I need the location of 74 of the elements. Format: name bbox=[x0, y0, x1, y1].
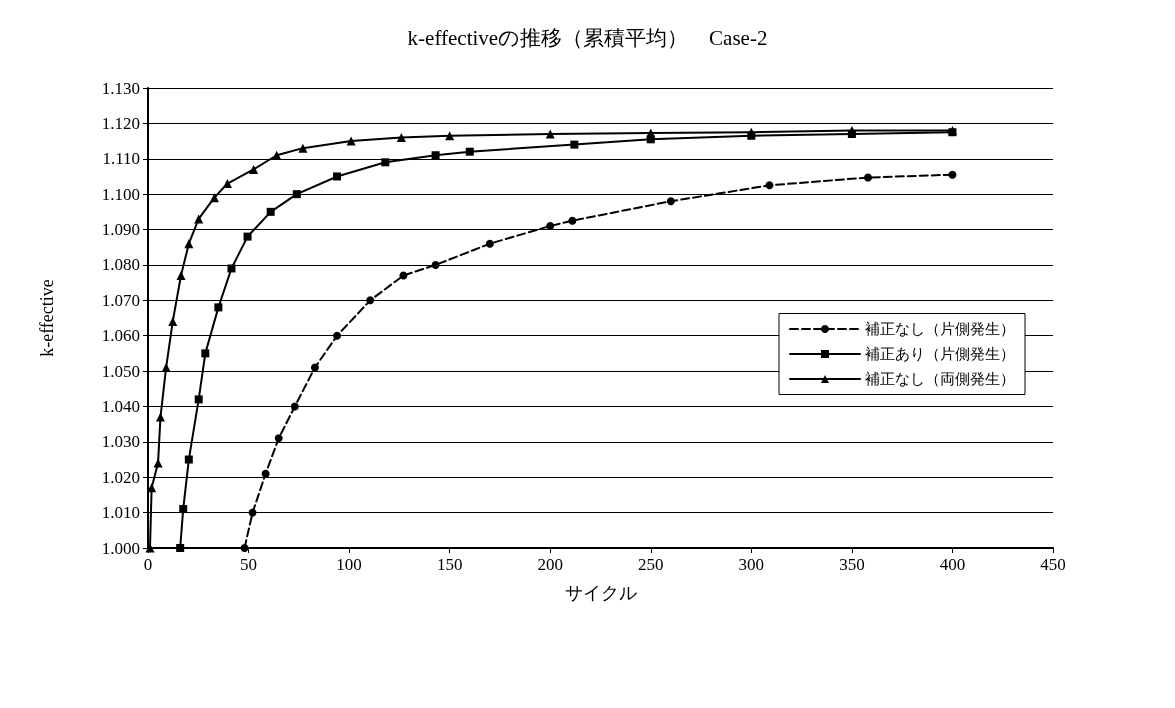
x-tick-label: 0 bbox=[143, 555, 153, 574]
point bbox=[274, 434, 283, 443]
y-tick-label: 1.130 bbox=[101, 78, 140, 98]
x-tick-label: 300 bbox=[738, 555, 765, 574]
y-tick-label: 1.030 bbox=[101, 432, 140, 452]
point bbox=[249, 164, 259, 174]
point bbox=[176, 271, 186, 281]
point bbox=[568, 216, 577, 225]
point bbox=[546, 222, 555, 230]
y-tick-label: 1.020 bbox=[101, 467, 140, 487]
point bbox=[333, 172, 342, 181]
y-tick-label: 1.050 bbox=[101, 361, 140, 381]
x-tick-label: 50 bbox=[240, 555, 258, 574]
y-axis-title: k-effective bbox=[37, 279, 57, 357]
x-tick-label: 450 bbox=[1040, 555, 1066, 574]
y-tick-label: 1.090 bbox=[101, 220, 140, 240]
y-tick-label: 1.000 bbox=[101, 538, 140, 558]
point bbox=[666, 197, 675, 206]
point bbox=[396, 133, 406, 143]
point bbox=[431, 260, 440, 269]
point bbox=[214, 303, 223, 312]
point bbox=[240, 544, 249, 552]
point bbox=[545, 129, 555, 139]
point bbox=[243, 232, 252, 241]
y-tick-label: 1.040 bbox=[101, 396, 140, 416]
y-tick-label: 1.060 bbox=[101, 326, 140, 346]
x-tick-label: 350 bbox=[839, 555, 865, 574]
point bbox=[431, 151, 440, 160]
point bbox=[227, 264, 236, 273]
y-tick-label: 1.080 bbox=[101, 255, 140, 275]
legend-label: 補正あり（片側発生） bbox=[865, 346, 1015, 362]
point bbox=[272, 150, 282, 160]
point bbox=[863, 173, 872, 182]
x-tick-label: 200 bbox=[537, 555, 563, 574]
point bbox=[399, 271, 408, 280]
point bbox=[292, 190, 301, 199]
y-tick-label: 1.010 bbox=[101, 503, 140, 523]
chart-title: k-effectiveの推移（累積平均） Case-2 bbox=[407, 25, 768, 50]
point bbox=[333, 331, 342, 340]
x-tick-label: 150 bbox=[436, 555, 463, 574]
y-tick-label: 1.120 bbox=[101, 113, 140, 133]
point bbox=[310, 363, 319, 372]
x-axis-title: サイクル bbox=[564, 583, 637, 603]
y-tick-label: 1.110 bbox=[102, 149, 140, 169]
y-tick-label: 1.100 bbox=[101, 184, 140, 204]
x-tick-label: 250 bbox=[638, 555, 664, 574]
point bbox=[184, 455, 193, 464]
x-tick-label: 100 bbox=[336, 555, 362, 574]
point bbox=[765, 181, 774, 190]
point bbox=[746, 127, 756, 137]
point bbox=[176, 544, 185, 552]
point bbox=[948, 170, 957, 179]
legend-label: 補正なし（両側発生） bbox=[865, 371, 1015, 387]
point bbox=[261, 469, 270, 478]
x-tick-label: 400 bbox=[939, 555, 966, 574]
point bbox=[485, 239, 494, 248]
point bbox=[266, 207, 275, 216]
point bbox=[194, 395, 203, 404]
point bbox=[209, 193, 219, 203]
point bbox=[153, 458, 163, 468]
point bbox=[570, 140, 579, 149]
point bbox=[155, 412, 165, 422]
point bbox=[222, 179, 232, 189]
point bbox=[346, 136, 356, 146]
point bbox=[290, 402, 299, 411]
point bbox=[298, 143, 308, 153]
point bbox=[381, 158, 390, 167]
point bbox=[179, 505, 188, 514]
point bbox=[201, 349, 210, 358]
legend-label: 補正なし（片側発生） bbox=[865, 321, 1015, 337]
y-tick-label: 1.070 bbox=[101, 290, 140, 310]
point bbox=[465, 147, 474, 156]
point bbox=[366, 296, 375, 305]
point bbox=[248, 508, 257, 517]
